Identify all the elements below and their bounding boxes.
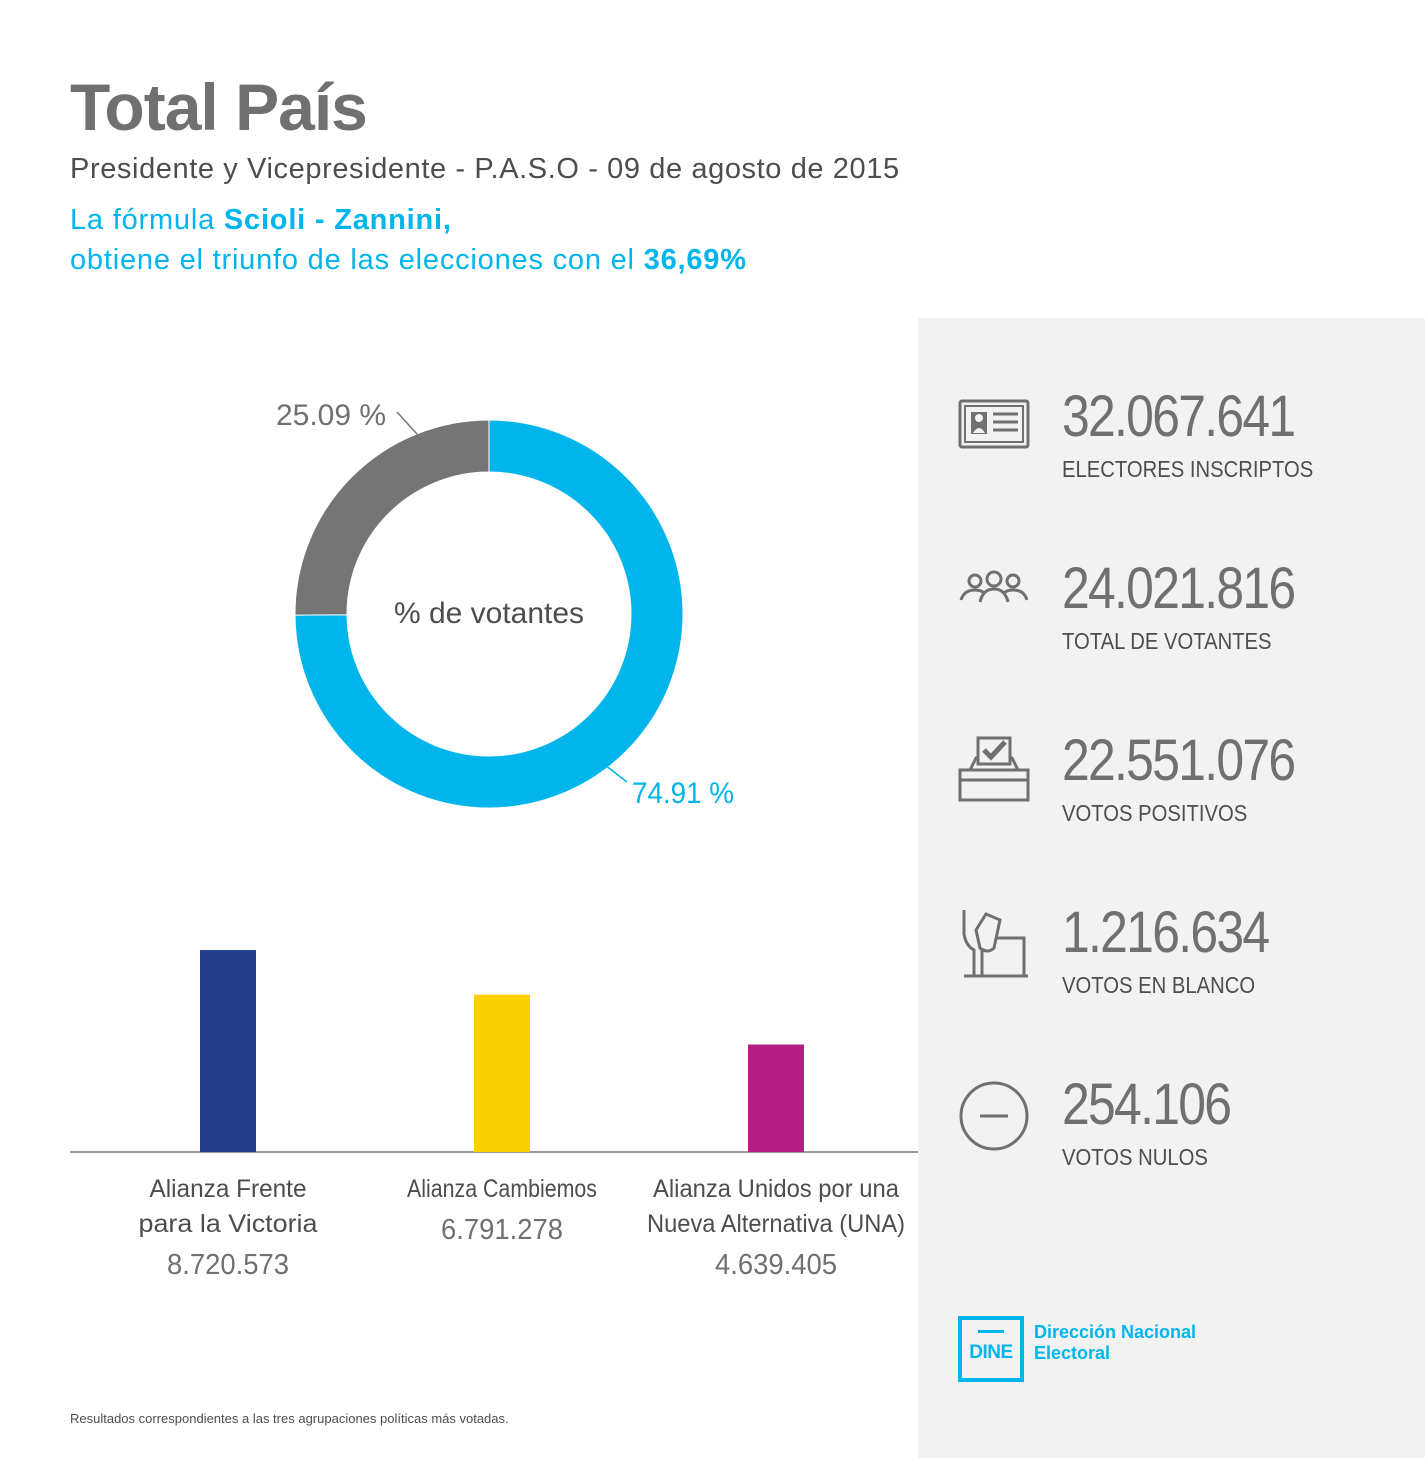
- logo-mark: DINE: [958, 1316, 1024, 1382]
- stat-label: VOTOS NULOS: [1062, 1144, 1208, 1170]
- stat-label: VOTOS POSITIVOS: [1062, 800, 1248, 826]
- donut-slice-1: [294, 419, 490, 616]
- stat-votos-nulos: 254.106 VOTOS NULOS: [958, 1076, 1418, 1196]
- stat-total-votantes: 24.021.816 TOTAL DE VOTANTES: [958, 560, 1418, 680]
- bar-value-label-0: 8.720.573: [167, 1249, 289, 1281]
- headline: La fórmula Scioli - Zannini, obtiene el …: [70, 200, 747, 280]
- bar-category-label-1-0: Alianza Cambiemos: [407, 1175, 597, 1203]
- stat-value: 22.551.076: [1062, 728, 1296, 793]
- headline-line-2: obtiene el triunfo de las elecciones con…: [70, 244, 747, 276]
- headline-percent: 36,69%: [643, 244, 747, 276]
- stat-votos-en-blanco: 1.216.634 VOTOS EN BLANCO: [958, 904, 1418, 1024]
- stat-label: TOTAL DE VOTANTES: [1062, 628, 1272, 654]
- donut-center-label: % de votantes: [394, 597, 584, 630]
- minus-circle-icon: [959, 1081, 1029, 1151]
- bar-value-label-2: 4.639.405: [715, 1249, 837, 1281]
- bar-2: [748, 1044, 804, 1152]
- votes-bar-chart: Alianza Frente para la Victoria 8.720.573 A…: [70, 950, 918, 1281]
- bar-category-label-2-0: Alianza Unidos por una: [653, 1175, 899, 1203]
- bar-1: [474, 994, 530, 1152]
- dine-logo: DINE Dirección Nacional Electoral: [958, 1316, 1278, 1386]
- donut-slice-0: [294, 419, 684, 809]
- stat-value: 1.216.634: [1062, 900, 1270, 965]
- logo-name: Dirección Nacional Electoral: [1034, 1322, 1197, 1363]
- page-subtitle: Presidente y Vicepresidente - P.A.S.O - …: [70, 153, 900, 185]
- turnout-donut-chart: % de votantes 74.91 % 25.09 %: [276, 399, 734, 810]
- people-icon: [959, 570, 1029, 603]
- bar-category-label-2-1: Nueva Alternativa (UNA): [647, 1210, 905, 1238]
- page-title: Total País: [70, 70, 368, 144]
- logo-abbr: DINE: [969, 1342, 1013, 1363]
- footnote: Resultados correspondientes a las tres a…: [70, 1411, 509, 1426]
- leader-line-slice-0: [604, 764, 628, 783]
- stat-electores-inscriptos: 32.067.641 ELECTORES INSCRIPTOS: [958, 388, 1418, 508]
- stat-value: 254.106: [1062, 1072, 1232, 1137]
- stats-panel: 32.067.641 ELECTORES INSCRIPTOS 24.021.8…: [918, 318, 1425, 1458]
- hand-ballot-icon: [962, 910, 1028, 978]
- donut-slice-label-1: 25.09 %: [276, 399, 386, 432]
- stat-votos-positivos: 22.551.076 VOTOS POSITIVOS: [958, 732, 1418, 852]
- donut-slice-label-0: 74.91 %: [632, 777, 734, 810]
- id-card-icon: [958, 399, 1030, 449]
- bar-0: [200, 950, 256, 1152]
- stat-value: 32.067.641: [1062, 384, 1296, 449]
- headline-formula: Scioli - Zannini,: [223, 204, 452, 236]
- stat-label: ELECTORES INSCRIPTOS: [1062, 456, 1314, 482]
- leader-line-slice-1: [396, 411, 418, 435]
- bar-value-label-1: 6.791.278: [441, 1214, 563, 1246]
- stat-label: VOTOS EN BLANCO: [1062, 972, 1256, 998]
- bar-category-label-0-1: para la Victoria: [139, 1210, 318, 1238]
- ballot-box-check-icon: [958, 736, 1030, 802]
- bar-category-label-0-0: Alianza Frente: [150, 1175, 307, 1203]
- headline-line-1: La fórmula Scioli - Zannini,: [70, 204, 452, 236]
- stat-value: 24.021.816: [1062, 556, 1296, 621]
